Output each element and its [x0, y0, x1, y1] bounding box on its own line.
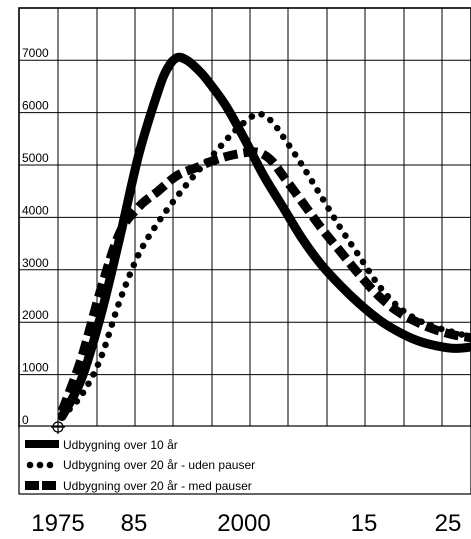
y-tick-label: 3000	[22, 256, 49, 270]
legend-swatch-dot	[46, 461, 54, 469]
legend-swatch-dash	[25, 481, 39, 490]
legend-swatch-solid	[25, 440, 59, 448]
legend-item: Udbygning over 10 år	[25, 438, 178, 452]
y-tick-label: 1000	[22, 361, 49, 375]
y-tick-label: 7000	[22, 46, 49, 60]
y-tick-label: 0	[22, 413, 29, 427]
x-tick-label: 15	[351, 510, 378, 534]
legend-item: Udbygning over 20 år - uden pauser	[26, 458, 255, 472]
series-lines	[57, 52, 471, 421]
x-axis-ticks: 1975 85 2000 15 25	[31, 510, 462, 537]
y-axis-ticks: 0 1000 2000 3000 4000 5000 6000 7000	[22, 46, 49, 427]
x-tick-label: 1975	[31, 510, 84, 534]
y-tick-label: 4000	[22, 203, 49, 217]
series-line-dashed	[57, 147, 471, 413]
origin-marker	[51, 420, 65, 434]
legend-label: Udbygning over 20 år - med pauser	[63, 479, 252, 493]
legend: Udbygning over 10 år Udbygning over 20 år…	[18, 425, 471, 495]
y-tick-label: 2000	[22, 308, 49, 322]
legend-box	[18, 425, 471, 495]
x-tick-label: 85	[121, 510, 148, 534]
series-line-dotted	[58, 110, 471, 420]
legend-swatch-dot	[36, 461, 44, 469]
x-tick-label: 2000	[217, 510, 270, 534]
grid	[18, 7, 471, 428]
legend-item: Udbygning over 20 år - med pauser	[25, 479, 252, 493]
legend-swatch-dot	[26, 461, 34, 469]
y-tick-label: 5000	[22, 151, 49, 165]
legend-label: Udbygning over 20 år - uden pauser	[63, 458, 255, 472]
series-line-solid	[57, 52, 471, 421]
legend-label: Udbygning over 10 år	[63, 438, 178, 452]
y-tick-label: 6000	[22, 99, 49, 113]
x-tick-label: 25	[435, 510, 462, 534]
legend-swatch-dash	[42, 481, 56, 490]
